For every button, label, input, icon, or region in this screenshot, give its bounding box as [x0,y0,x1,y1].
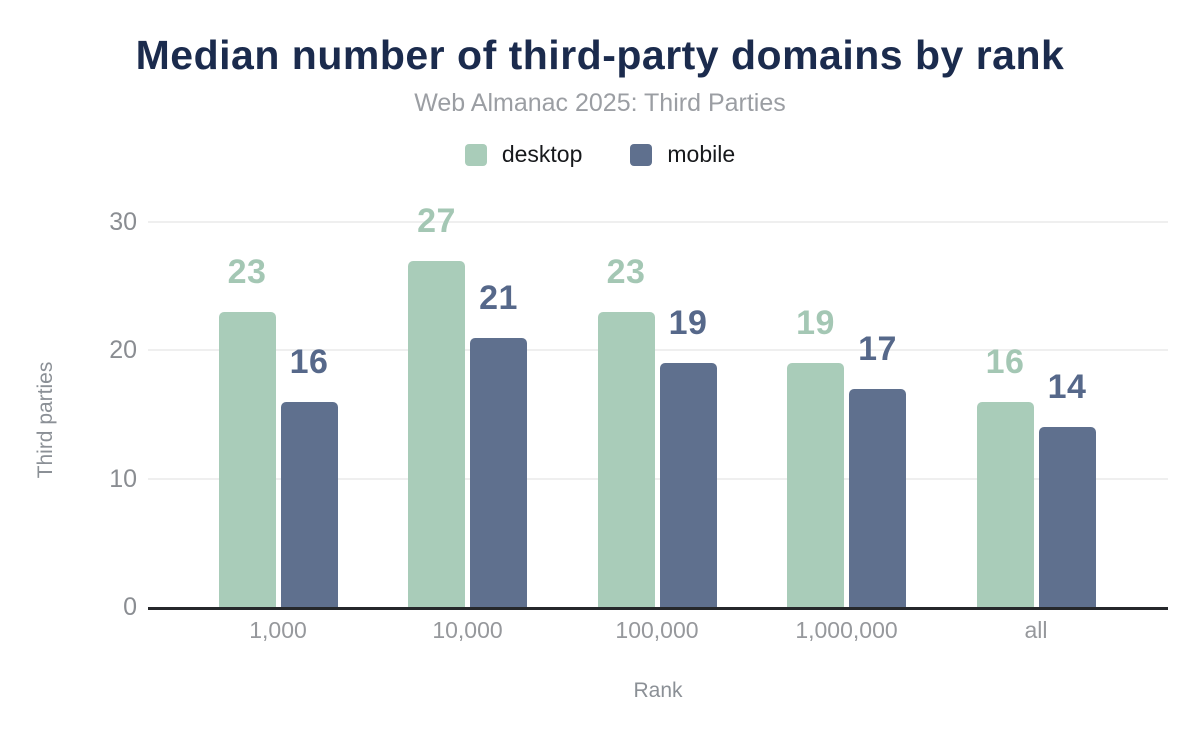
y-tick-label-10: 10 [109,464,137,493]
legend-label-desktop: desktop [501,141,583,167]
legend-item-desktop[interactable]: desktop [464,141,583,168]
bar-value-label-desktop-1000000: 19 [796,304,835,343]
plot-area: 1,000 23 16 10,000 27 21 100,000 23 19 1,000,000 1… [148,203,1168,643]
bar-value-label-desktop-1000: 23 [227,252,267,291]
legend-label-mobile: mobile [667,141,736,167]
bar-desktop-all [976,401,1034,607]
bar-mobile-1000000 [849,388,906,607]
bar-desktop-1000000 [787,363,844,607]
bar-mobile-1000 [280,401,338,607]
bar-mobile-100000 [659,363,717,607]
bar-value-label-mobile-10000: 21 [479,278,518,317]
bar-value-label-desktop-10000: 27 [417,201,456,240]
gridline-10 [148,477,1168,480]
y-axis-title: Third parties [34,361,57,479]
x-tick-label-1000: 1,000 [249,617,307,643]
gridline-20 [148,349,1168,352]
x-tick-label-1000000: 1,000,000 [795,617,898,643]
bar-value-label-mobile-1000: 16 [289,342,329,381]
y-tick-label-20: 20 [109,336,137,365]
bar-value-label-mobile-all: 14 [1047,368,1087,407]
bar-mobile-all [1038,427,1096,607]
x-tick-label-10000: 10,000 [432,617,503,643]
x-tick-label-all: all [1024,617,1048,643]
x-axis-title: Rank [633,679,683,702]
legend-item-mobile[interactable]: mobile [630,141,735,168]
chart-title: Median number of third-party domains by … [135,32,1065,78]
bar-value-label-desktop-100000: 23 [606,252,646,291]
bar-value-label-mobile-100000: 19 [668,304,708,343]
bar-mobile-10000 [470,337,527,607]
bar-desktop-1000 [218,311,276,607]
bar-value-label-mobile-1000000: 17 [858,329,897,368]
chart-subtitle: Web Almanac 2025: Third Parties [414,89,786,117]
bar-desktop-10000 [408,260,465,607]
legend: desktop mobile [0,141,1200,168]
legend-swatch-desktop [464,143,487,166]
x-tick-label-100000: 100,000 [615,617,699,643]
legend-swatch-mobile [630,143,653,166]
bar-value-label-desktop-all: 16 [985,342,1025,381]
y-tick-label-0: 0 [123,593,137,621]
gridline-30 [148,221,1168,223]
bar-desktop-100000 [597,311,655,607]
y-tick-label-30: 30 [109,208,137,236]
